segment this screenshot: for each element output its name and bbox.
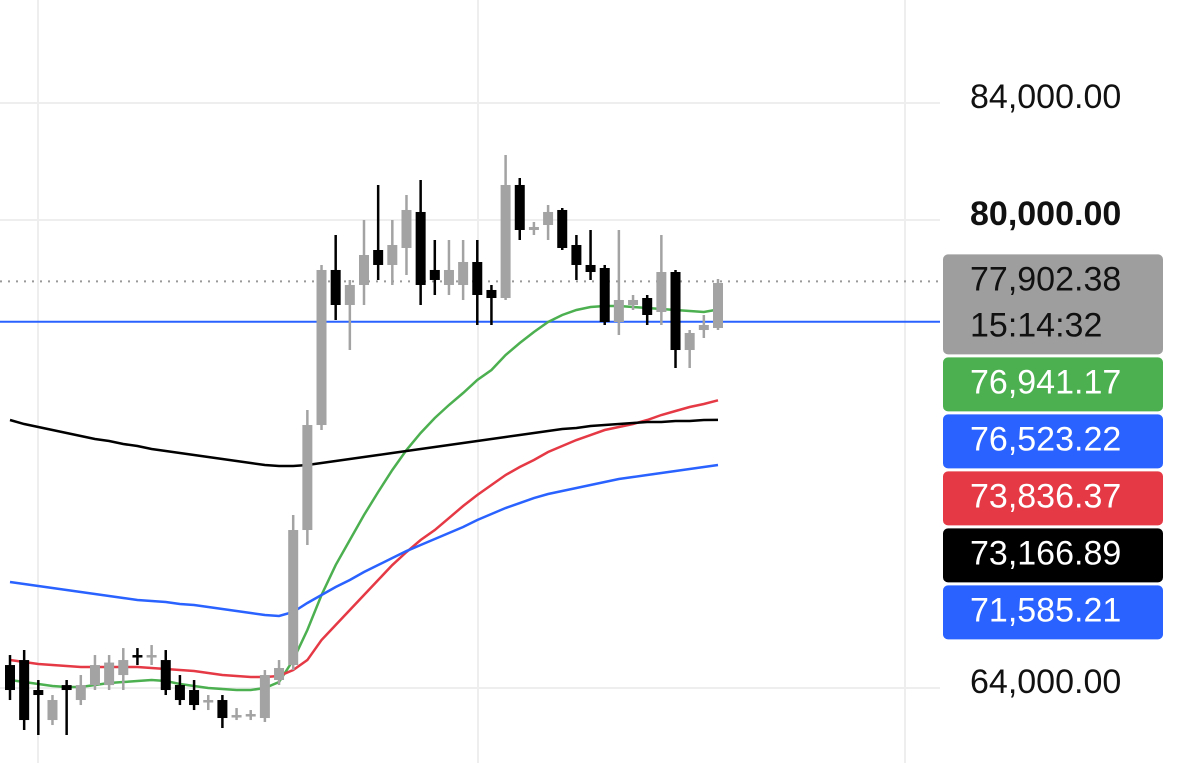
y-tick-label: 84,000.00 xyxy=(970,78,1121,116)
candle-body xyxy=(274,668,285,681)
price-label-box xyxy=(943,254,1163,355)
candle-body xyxy=(160,660,171,691)
candle-body xyxy=(684,332,695,351)
candle-body xyxy=(189,690,200,706)
price-label-box xyxy=(943,585,1163,640)
candle-body xyxy=(557,209,568,248)
price-label-text: 77,902.38 xyxy=(970,260,1121,298)
price-label: 76,941.17 xyxy=(943,357,1163,412)
moving-average xyxy=(9,418,719,468)
candle-body xyxy=(698,325,709,331)
candle-body xyxy=(500,184,511,299)
moving-average xyxy=(9,463,719,618)
candle-body xyxy=(373,250,384,265)
price-label: 73,836.37 xyxy=(943,471,1163,526)
price-label-box xyxy=(943,528,1163,583)
candle-body xyxy=(132,655,143,658)
candle-body xyxy=(19,660,30,721)
candle-body xyxy=(104,662,115,686)
candle-body xyxy=(599,267,610,322)
countdown-text: 15:14:32 xyxy=(970,306,1102,344)
price-label-box xyxy=(943,471,1163,526)
price-label: 77,902.38 15:14:32 xyxy=(943,254,1163,355)
candle-body xyxy=(203,700,214,703)
candle-body xyxy=(514,184,525,230)
candle-body xyxy=(231,715,242,718)
candle-body xyxy=(585,264,596,273)
price-label-box xyxy=(943,357,1163,412)
candle-body xyxy=(387,245,398,265)
price-label-box xyxy=(943,414,1163,469)
price-label: 71,585.21 xyxy=(943,585,1163,640)
candle-body xyxy=(330,269,341,305)
candle-body xyxy=(472,261,483,295)
candle-body xyxy=(259,675,270,719)
candle-body xyxy=(571,245,582,265)
candle-body xyxy=(89,665,100,686)
candle-body xyxy=(528,226,539,230)
candle-body xyxy=(245,714,256,717)
candle-body xyxy=(118,660,129,676)
candle-body xyxy=(613,299,624,322)
candle-body xyxy=(415,211,426,285)
candle-body xyxy=(344,284,355,305)
candle-body xyxy=(217,700,228,719)
candle-body xyxy=(33,690,44,696)
candle-body xyxy=(61,685,72,691)
candle-body xyxy=(543,211,554,225)
candle-body xyxy=(486,289,497,299)
price-label-text: 73,836.37 xyxy=(970,477,1121,515)
candle-body xyxy=(628,299,639,305)
candle-body xyxy=(174,685,185,701)
candle-body xyxy=(5,665,15,691)
price-label: 73,166.89 xyxy=(943,528,1163,583)
candle-body xyxy=(401,209,412,248)
moving-average xyxy=(9,304,719,692)
candle-body xyxy=(302,425,313,531)
candle-body xyxy=(429,269,440,280)
candle-body xyxy=(458,261,469,285)
price-label-text: 76,523.22 xyxy=(970,420,1121,458)
candle-body xyxy=(316,269,327,426)
candle-body xyxy=(75,685,86,701)
candle-body xyxy=(713,282,723,329)
candle-body xyxy=(443,269,454,285)
y-tick-label: 64,000.00 xyxy=(970,663,1121,701)
price-label-text: 73,166.89 xyxy=(970,534,1121,572)
price-label-text: 76,941.17 xyxy=(970,363,1121,401)
candle-body xyxy=(288,530,299,666)
candle-body xyxy=(47,700,58,721)
y-tick-label: 80,000.00 xyxy=(970,195,1121,233)
candle-body xyxy=(642,298,653,315)
candle-body xyxy=(656,272,667,313)
price-label: 76,523.22 xyxy=(943,414,1163,469)
candle-body xyxy=(670,272,681,351)
candle-body xyxy=(146,655,157,658)
price-label-text: 71,585.21 xyxy=(970,591,1121,629)
candle-body xyxy=(359,255,369,285)
